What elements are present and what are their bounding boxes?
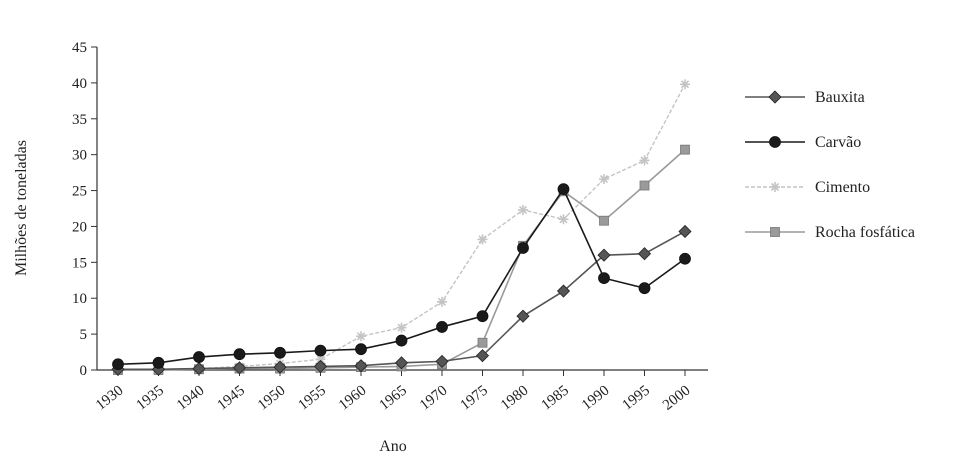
x-tick-label: 1955 <box>295 383 328 414</box>
y-tick-label: 5 <box>80 327 88 343</box>
data-point-rocha-fosf-tica <box>639 180 650 191</box>
data-point-cimento <box>518 204 528 215</box>
legend-item-bauxita: Bauxita <box>745 89 865 106</box>
legend-marker-bauxita <box>768 90 782 104</box>
legend: Bauxita Carvão Cimento Rocha fosfática <box>745 89 915 241</box>
data-point-carv-o <box>557 183 570 196</box>
data-point-cimento <box>356 331 366 342</box>
x-tick-label: 1995 <box>619 383 652 414</box>
data-point-carv-o <box>436 321 448 333</box>
x-tick-label: 1975 <box>457 383 490 414</box>
legend-label-cimento: Cimento <box>815 179 870 196</box>
data-point-carv-o <box>274 346 286 359</box>
x-tick-label: 1960 <box>336 383 369 414</box>
data-point-cimento <box>639 155 650 166</box>
legend-item-rocha-fosf-tica: Rocha fosfática <box>745 224 915 241</box>
data-point-cimento <box>599 174 609 185</box>
x-tick-label: 2000 <box>660 383 693 414</box>
data-point-carv-o <box>638 282 651 295</box>
data-point-carv-o <box>598 272 610 285</box>
x-tick-label: 1930 <box>93 383 126 414</box>
data-point-cimento <box>680 79 690 90</box>
legend-marker-cimento <box>770 182 780 192</box>
data-point-cimento <box>396 322 407 333</box>
data-point-carv-o <box>476 310 489 323</box>
x-tick-label: 1935 <box>133 383 166 414</box>
data-point-cimento <box>558 214 569 225</box>
legend-label-carv-o: Carvão <box>815 134 861 151</box>
data-point-carv-o <box>233 348 246 361</box>
data-point-cimento <box>437 296 447 307</box>
data-point-carv-o <box>355 343 367 356</box>
legend-item-cimento: Cimento <box>745 179 870 196</box>
x-tick-label: 1965 <box>376 383 409 414</box>
data-point-carv-o <box>152 356 165 369</box>
x-tick-label: 1945 <box>214 383 247 414</box>
data-point-rocha-fosf-tica <box>477 337 488 348</box>
data-point-bauxita <box>556 284 571 298</box>
data-point-bauxita <box>475 349 490 363</box>
x-axis-title: Ano <box>379 438 407 455</box>
y-tick-label: 10 <box>72 291 87 307</box>
data-point-rocha-fosf-tica <box>680 144 690 155</box>
data-point-bauxita <box>232 361 247 375</box>
data-point-bauxita <box>597 248 611 262</box>
y-tick-label: 40 <box>72 76 87 92</box>
data-point-cimento <box>477 234 488 245</box>
data-point-bauxita <box>273 360 287 374</box>
y-tick-label: 35 <box>72 112 87 128</box>
y-axis-title: Milhões de toneladas <box>13 140 30 276</box>
data-point-rocha-fosf-tica <box>599 215 609 226</box>
data-point-bauxita <box>192 361 206 376</box>
data-point-bauxita <box>435 354 449 368</box>
data-point-bauxita <box>678 224 692 239</box>
y-tick-label: 20 <box>72 219 87 235</box>
x-tick-label: 1940 <box>174 383 207 414</box>
x-tick-label: 1990 <box>579 383 612 414</box>
data-point-carv-o <box>679 252 691 265</box>
data-point-carv-o <box>314 344 327 357</box>
data-point-bauxita <box>516 309 530 323</box>
data-point-bauxita <box>637 247 652 261</box>
data-point-carv-o <box>112 358 124 371</box>
legend-marker-carv-o <box>769 136 781 148</box>
x-tick-label: 1950 <box>255 383 288 414</box>
legend-item-carv-o: Carvão <box>745 134 861 151</box>
data-point-carv-o <box>395 334 408 347</box>
legend-marker-rocha-fosf-tica <box>770 227 780 237</box>
data-point-carv-o <box>193 351 205 363</box>
legend-label-rocha-fosf-tica: Rocha fosfática <box>815 224 915 241</box>
data-point-carv-o <box>517 242 529 254</box>
y-tick-label: 25 <box>72 184 87 200</box>
x-tick-label: 1970 <box>417 383 450 414</box>
y-tick-label: 30 <box>72 148 87 164</box>
data-point-bauxita <box>313 359 328 373</box>
y-tick-label: 15 <box>72 255 87 271</box>
legend-label-bauxita: Bauxita <box>815 89 865 106</box>
data-point-bauxita <box>354 359 368 373</box>
data-point-bauxita <box>394 356 409 370</box>
y-tick-label: 0 <box>80 363 88 379</box>
y-tick-label: 45 <box>72 40 87 56</box>
x-tick-label: 1985 <box>538 383 571 414</box>
x-tick-label: 1980 <box>498 383 531 414</box>
series-line-bauxita <box>118 230 686 371</box>
